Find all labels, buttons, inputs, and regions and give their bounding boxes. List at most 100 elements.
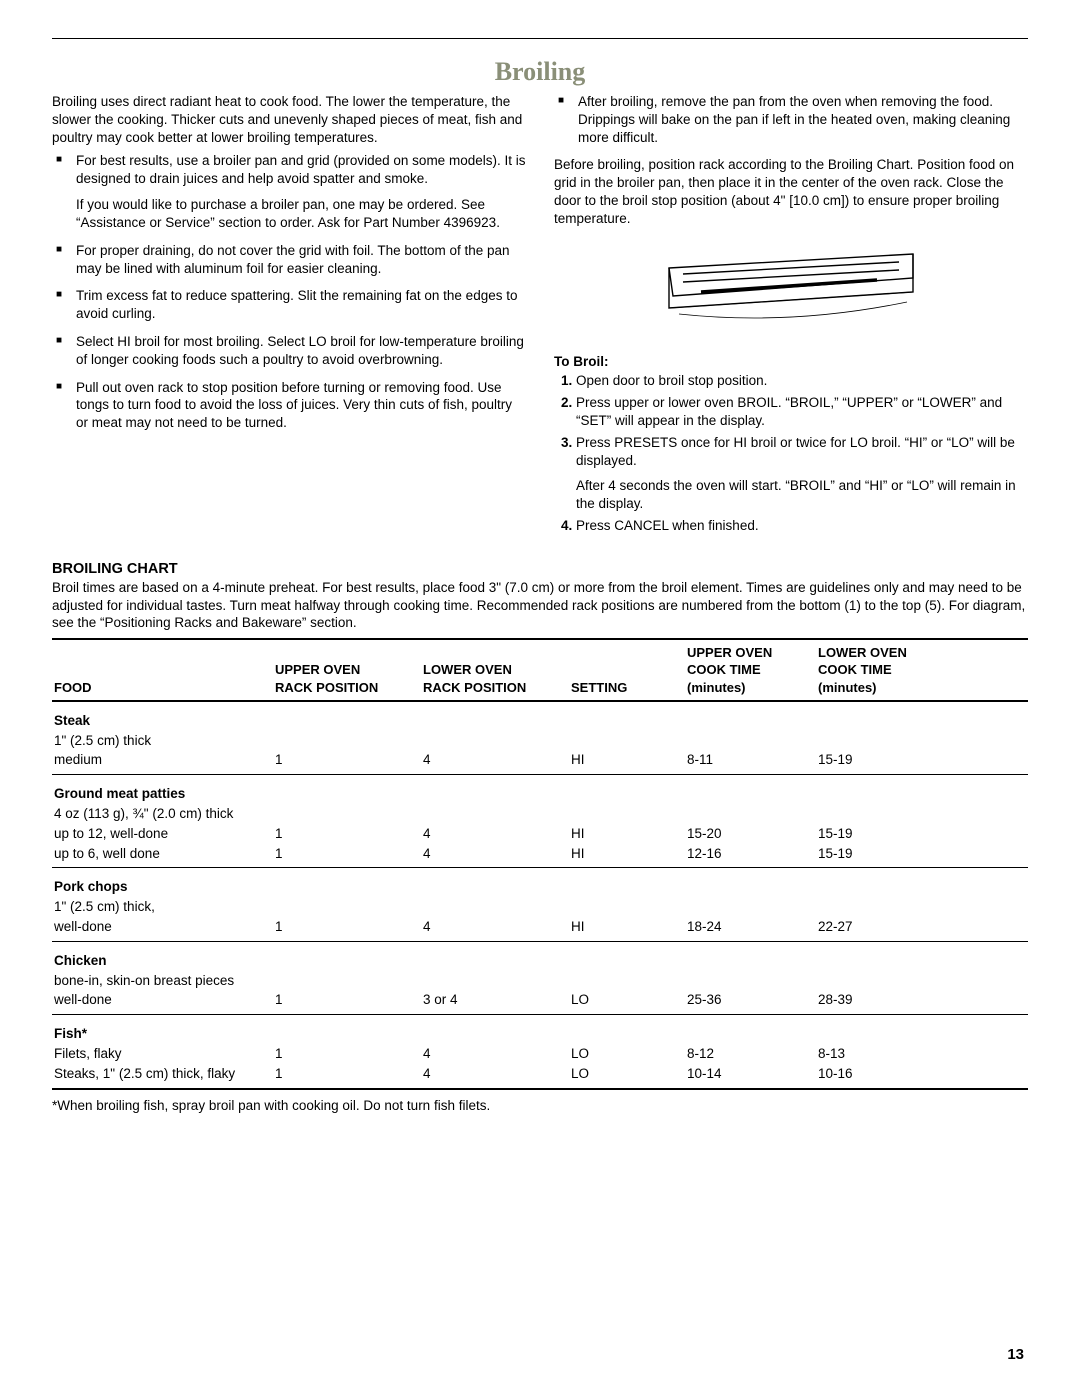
table-row: well-done14HI18-2422-27 [52, 917, 1028, 937]
step-subtext: After 4 seconds the oven will start. “BR… [576, 477, 1028, 513]
step-item: Press PRESETS once for HI broil or twice… [576, 434, 1028, 513]
tip-text: After broiling, remove the pan from the … [578, 94, 1010, 145]
table-cell: 18-24 [685, 917, 816, 937]
section-title: Broiling [52, 57, 1028, 87]
manual-page: Broiling Broiling uses direct radiant he… [0, 0, 1080, 1397]
oven-door-illustration [554, 244, 1028, 341]
tip-text: For best results, use a broiler pan and … [76, 153, 525, 186]
table-section-desc-row: 1" (2.5 cm) thick [52, 731, 1028, 751]
table-section-desc-row: 1" (2.5 cm) thick, [52, 897, 1028, 917]
before-broil-paragraph: Before broiling, position rack according… [554, 156, 1028, 227]
col-upper-time: UPPER OVEN COOK TIME (minutes) [685, 639, 816, 700]
table-cell: LO [569, 1064, 685, 1084]
table-cell: HI [569, 917, 685, 937]
table-cell: 8-13 [816, 1044, 1028, 1064]
section-title: Chicken [54, 953, 107, 968]
tip-text: Trim excess fat to reduce spattering. Sl… [76, 288, 517, 321]
tips-list-right: After broiling, remove the pan from the … [554, 93, 1028, 146]
tip-subtext: If you would like to purchase a broiler … [76, 196, 526, 232]
table-cell: 1 [273, 750, 421, 770]
step-text: Press upper or lower oven BROIL. “BROIL,… [576, 395, 1002, 428]
table-cell: 4 [421, 1064, 569, 1084]
oven-door-icon [661, 244, 921, 336]
broiling-chart-table: FOOD UPPER OVEN RACK POSITION LOWER OVEN… [52, 638, 1028, 1089]
chart-intro: Broil times are based on a 4-minute preh… [52, 579, 1028, 632]
table-cell: 15-19 [816, 750, 1028, 770]
tip-item: After broiling, remove the pan from the … [554, 93, 1028, 146]
tip-item: Select HI broil for most broiling. Selec… [52, 333, 526, 369]
table-row: Steaks, 1" (2.5 cm) thick, flaky14LO10-1… [52, 1064, 1028, 1084]
table-row: up to 12, well-done14HI15-2015-19 [52, 824, 1028, 844]
table-cell: LO [569, 990, 685, 1010]
table-cell: well-done [52, 917, 273, 937]
step-text: Open door to broil stop position. [576, 373, 767, 388]
col-food: FOOD [52, 639, 273, 700]
table-cell: up to 12, well-done [52, 824, 273, 844]
table-section-title-row: Chicken [52, 941, 1028, 970]
col-label-line: LOWER OVEN [818, 645, 907, 660]
table-cell: 1 [273, 917, 421, 937]
table-cell: HI [569, 750, 685, 770]
table-cell: 8-11 [685, 750, 816, 770]
section-title: Ground meat patties [54, 786, 185, 801]
table-cell: 4 [421, 917, 569, 937]
table-section-title-row: Ground meat patties [52, 775, 1028, 804]
col-food-label: FOOD [54, 680, 92, 695]
table-row: medium14HI8-1115-19 [52, 750, 1028, 770]
col-lower-rack: LOWER OVEN RACK POSITION [421, 639, 569, 700]
table-cell: 1 [273, 1064, 421, 1084]
step-text: Press CANCEL when finished. [576, 518, 759, 533]
top-rule [52, 38, 1028, 39]
table-cell: 12-16 [685, 844, 816, 864]
table-section-title-row: Steak [52, 701, 1028, 731]
col-upper-rack: UPPER OVEN RACK POSITION [273, 639, 421, 700]
table-header-row: FOOD UPPER OVEN RACK POSITION LOWER OVEN… [52, 639, 1028, 700]
col-lower-time: LOWER OVEN COOK TIME (minutes) [816, 639, 1028, 700]
table-cell: 4 [421, 824, 569, 844]
tip-item: Trim excess fat to reduce spattering. Sl… [52, 287, 526, 323]
table-cell: 15-19 [816, 844, 1028, 864]
tip-item: For proper draining, do not cover the gr… [52, 242, 526, 278]
intro-paragraph: Broiling uses direct radiant heat to coo… [52, 93, 526, 146]
table-divider [52, 1084, 1028, 1089]
to-broil-steps: Open door to broil stop position. Press … [554, 372, 1028, 535]
left-column: Broiling uses direct radiant heat to coo… [52, 93, 526, 539]
table-cell: 25-36 [685, 990, 816, 1010]
table-cell: 28-39 [816, 990, 1028, 1010]
table-cell: 1 [273, 844, 421, 864]
table-cell: 10-16 [816, 1064, 1028, 1084]
table-cell: 4 [421, 750, 569, 770]
col-label-line: COOK TIME [687, 662, 761, 677]
col-setting-label: SETTING [571, 680, 627, 695]
step-item: Open door to broil stop position. [576, 372, 1028, 390]
col-label-line: (minutes) [687, 680, 746, 695]
to-broil-heading: To Broil: [554, 353, 1028, 371]
table-section-desc-row: 4 oz (113 g), ¾" (2.0 cm) thick [52, 804, 1028, 824]
tip-text: Pull out oven rack to stop position befo… [76, 380, 512, 431]
table-cell: 4 [421, 844, 569, 864]
table-row: up to 6, well done14HI12-1615-19 [52, 844, 1028, 864]
table-cell: HI [569, 844, 685, 864]
col-setting: SETTING [569, 639, 685, 700]
table-row: Filets, flaky14LO8-128-13 [52, 1044, 1028, 1064]
table-cell: up to 6, well done [52, 844, 273, 864]
col-label-line: RACK POSITION [275, 680, 378, 695]
table-cell: Steaks, 1" (2.5 cm) thick, flaky [52, 1064, 273, 1084]
table-cell: 15-19 [816, 824, 1028, 844]
col-label-line: UPPER OVEN [275, 662, 360, 677]
table-cell: 4 [421, 1044, 569, 1064]
section-title: Steak [54, 713, 90, 728]
tip-item: Pull out oven rack to stop position befo… [52, 379, 526, 432]
chart-heading: BROILING CHART [52, 561, 1028, 577]
step-text: Press PRESETS once for HI broil or twice… [576, 435, 1015, 468]
table-cell: HI [569, 824, 685, 844]
right-column: After broiling, remove the pan from the … [554, 93, 1028, 539]
table-cell: LO [569, 1044, 685, 1064]
table-body: Steak1" (2.5 cm) thickmedium14HI8-1115-1… [52, 701, 1028, 1089]
tips-list: For best results, use a broiler pan and … [52, 152, 526, 432]
table-cell: 10-14 [685, 1064, 816, 1084]
table-cell: medium [52, 750, 273, 770]
tip-text: Select HI broil for most broiling. Selec… [76, 334, 524, 367]
col-label-line: UPPER OVEN [687, 645, 772, 660]
tip-text: For proper draining, do not cover the gr… [76, 243, 510, 276]
